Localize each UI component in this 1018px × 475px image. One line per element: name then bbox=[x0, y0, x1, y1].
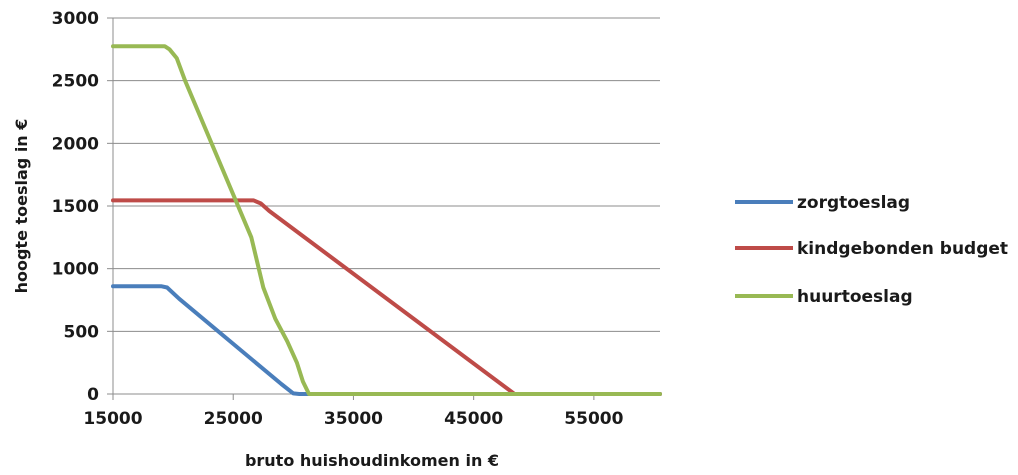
series-line-0 bbox=[111, 284, 662, 396]
legend-label-0: zorgtoeslag bbox=[797, 193, 910, 213]
y-tick-label: 3000 bbox=[52, 9, 99, 29]
x-tick-label: 45000 bbox=[444, 409, 503, 429]
gridlines bbox=[113, 17, 660, 332]
legend-label-1: kindgebonden budget bbox=[797, 239, 1008, 259]
x-tick-label: 35000 bbox=[324, 409, 383, 429]
y-tick-label: 500 bbox=[64, 322, 100, 342]
y-tick-label: 1000 bbox=[52, 260, 99, 280]
x-tick-label: 15000 bbox=[83, 409, 142, 429]
y-tick-label: 2000 bbox=[52, 134, 99, 154]
series-line-2 bbox=[111, 44, 662, 396]
y-tick-label: 1500 bbox=[52, 197, 99, 217]
legend-label-2: huurtoeslag bbox=[797, 287, 913, 307]
x-tick-label: 55000 bbox=[564, 409, 623, 429]
y-axis-title: hoogte toeslag in € bbox=[12, 119, 31, 294]
series-line-1 bbox=[111, 198, 662, 396]
legend: zorgtoeslag kindgebonden budget huurtoesla… bbox=[735, 193, 1008, 307]
y-axis-ticks: 0 500 1000 1500 2000 2500 3000 bbox=[52, 9, 113, 405]
y-tick-label: 0 bbox=[87, 385, 99, 405]
y-tick-label: 2500 bbox=[52, 72, 99, 92]
x-tick-label: 25000 bbox=[204, 409, 263, 429]
series-lines bbox=[111, 44, 662, 396]
x-axis-ticks: 15000 25000 35000 45000 55000 bbox=[83, 394, 624, 429]
x-axis-title: bruto huishoudinkomen in € bbox=[245, 451, 499, 470]
